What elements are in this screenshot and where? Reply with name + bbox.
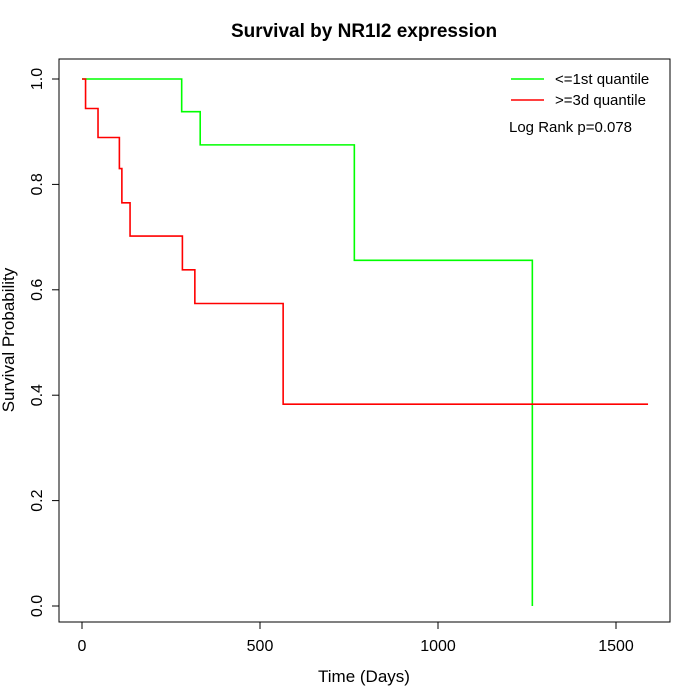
x-tick-label: 1500: [598, 638, 634, 655]
y-tick-label: 0.4: [29, 384, 46, 406]
series-line-0: [82, 78, 534, 606]
series-layer: [82, 78, 649, 606]
y-axis-label: Survival Probability: [0, 267, 18, 412]
x-tick-label: 1000: [420, 638, 456, 655]
log-rank-annotation: Log Rank p=0.078: [509, 119, 632, 136]
y-axis: 0.0 0.2 0.4 0.6 0.8 1.0: [29, 68, 60, 617]
legend-label-0: <=1st quantile: [555, 71, 649, 88]
x-tick-label: 500: [247, 638, 274, 655]
x-axis-label: Time (Days): [318, 667, 410, 686]
legend: <=1st quantile >=3d quantile: [511, 71, 649, 109]
plot-frame: [58, 58, 671, 623]
series-line-1: [82, 78, 649, 405]
y-tick-label: 0.2: [29, 489, 46, 511]
y-tick-label: 0.8: [29, 173, 46, 195]
y-tick-label: 0.0: [29, 595, 46, 617]
x-axis: 0 500 1000 1500: [78, 621, 634, 655]
y-tick-label: 0.6: [29, 279, 46, 301]
legend-label-1: >=3d quantile: [555, 92, 646, 109]
x-tick-label: 0: [78, 638, 87, 655]
chart-title: Survival by NR1I2 expression: [231, 21, 497, 42]
y-tick-label: 1.0: [29, 68, 46, 90]
